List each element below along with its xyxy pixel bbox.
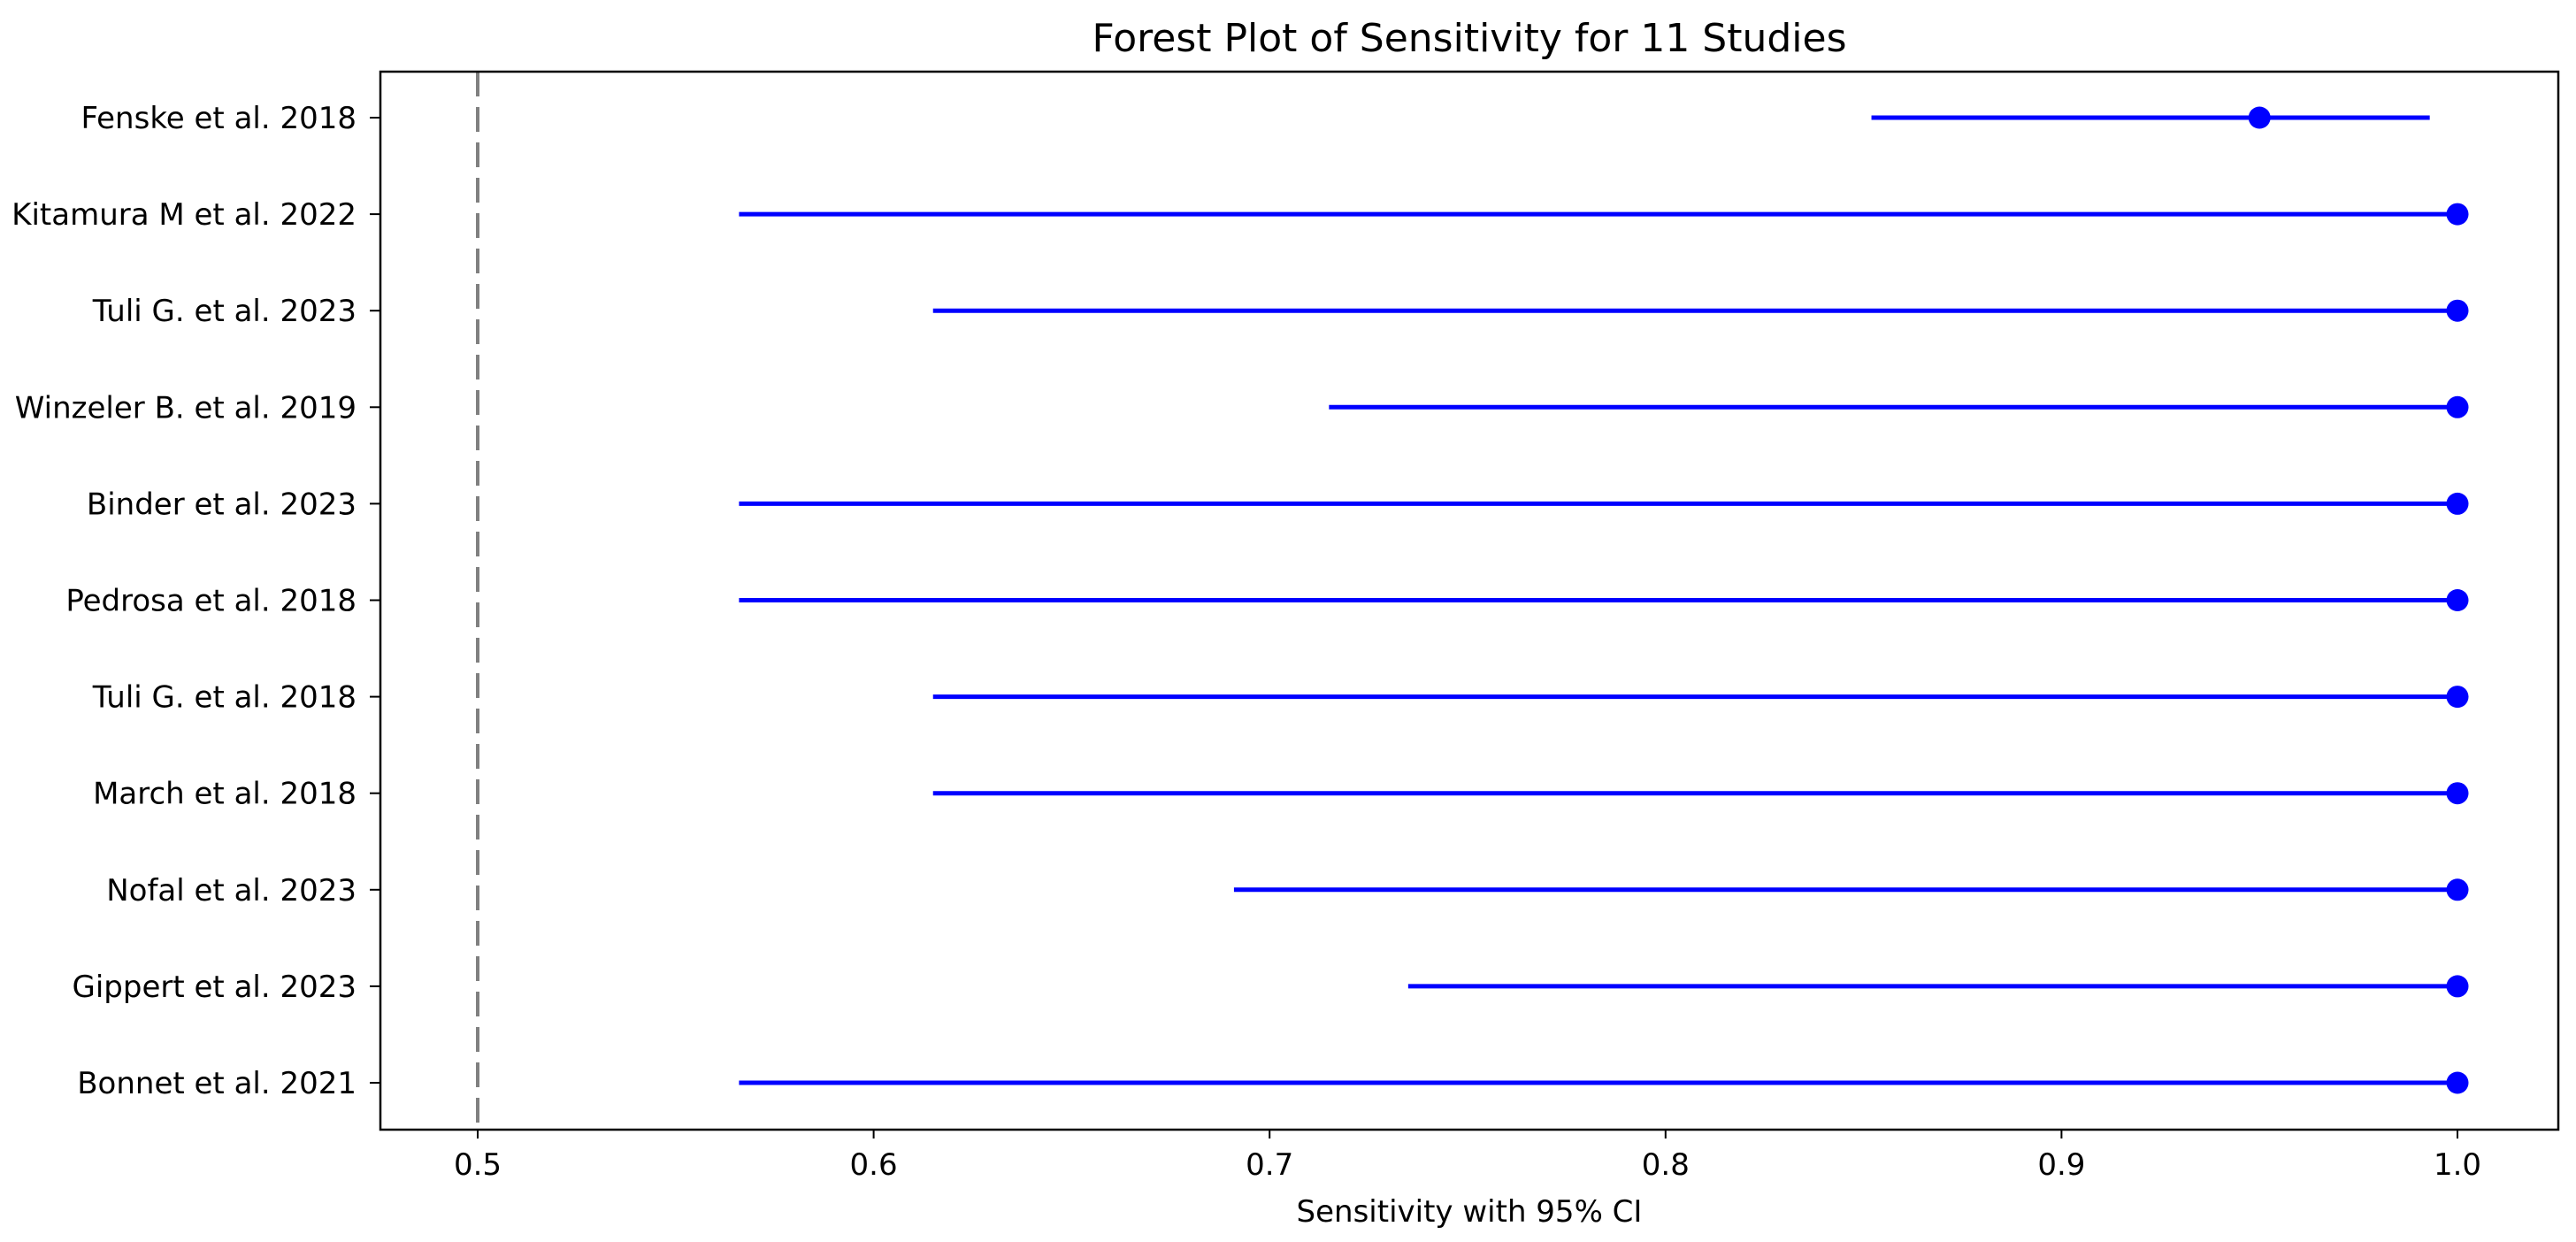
x-tick-label: 0.5 — [454, 1147, 502, 1183]
chart-title: Forest Plot of Sensitivity for 11 Studie… — [1092, 16, 1846, 61]
study-row — [739, 589, 2469, 611]
y-axis-ticks: Fenske et al. 2018 Kitamura M et al. 2022… — [12, 101, 380, 1101]
point-estimate-marker — [2446, 686, 2469, 709]
y-tick-label-study: Pedrosa et al. 2018 — [65, 584, 356, 619]
x-tick-label: 0.6 — [850, 1147, 898, 1183]
y-tick-label-study: Winzeler B. et al. 2019 — [15, 390, 356, 426]
study-row — [739, 1071, 2469, 1094]
point-estimate-marker — [2446, 492, 2469, 515]
study-row — [1871, 106, 2430, 129]
study-row — [739, 203, 2469, 226]
y-tick-label-study: Fenske et al. 2018 — [80, 101, 356, 136]
point-estimate-marker — [2446, 299, 2469, 322]
y-tick-label-study: Kitamura M et al. 2022 — [12, 197, 356, 233]
point-estimate-marker — [2446, 975, 2469, 998]
y-tick-label-study: Nofal et al. 2023 — [106, 873, 356, 908]
x-tick-label: 0.9 — [2037, 1147, 2085, 1183]
x-tick-label: 0.8 — [1642, 1147, 1690, 1183]
y-tick-label-study: Tuli G. et al. 2023 — [92, 294, 356, 329]
study-row — [932, 686, 2469, 709]
point-estimate-marker — [2446, 203, 2469, 226]
point-estimate-marker — [2446, 589, 2469, 611]
study-row — [932, 782, 2469, 805]
point-estimate-marker — [2248, 106, 2271, 129]
point-estimate-marker — [2446, 878, 2469, 901]
point-estimate-marker — [2446, 1071, 2469, 1094]
x-tick-label: 1.0 — [2434, 1147, 2481, 1183]
x-tick-label: 0.7 — [1246, 1147, 1293, 1183]
point-estimate-marker — [2446, 395, 2469, 418]
study-row — [1407, 975, 2469, 998]
study-row — [1233, 878, 2469, 901]
study-estimates-layer — [739, 106, 2469, 1094]
study-row — [739, 492, 2469, 515]
x-axis-ticks: 0.5 0.6 0.7 0.8 0.9 1.0 — [454, 1130, 2481, 1183]
y-tick-label-study: March et al. 2018 — [93, 777, 356, 812]
y-tick-label-study: Gippert et al. 2023 — [73, 970, 356, 1005]
study-row — [1329, 395, 2469, 418]
x-axis-label: Sensitivity with 95% CI — [1297, 1194, 1643, 1230]
y-tick-label-study: Bonnet et al. 2021 — [77, 1066, 356, 1101]
point-estimate-marker — [2446, 782, 2469, 805]
study-row — [932, 299, 2469, 322]
y-tick-label-study: Tuli G. et al. 2018 — [92, 680, 356, 716]
y-tick-label-study: Binder et al. 2023 — [87, 487, 356, 522]
